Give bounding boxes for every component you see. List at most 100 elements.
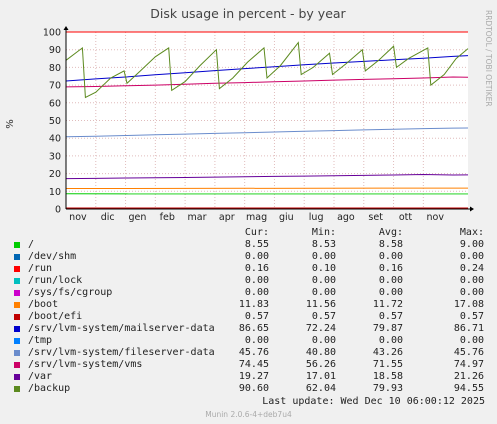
x-axis-arrow: [470, 206, 474, 212]
legend-value-max: 0.57: [459, 311, 484, 322]
legend-value-avg: 71.55: [372, 359, 403, 370]
legend-value-min: 8.53: [311, 239, 336, 250]
legend-swatch: [14, 314, 20, 320]
y-tick-label: 10: [49, 187, 61, 198]
legend-value-avg: 8.58: [378, 239, 403, 250]
legend-row: /run/lock 0.00 0.00 0.00 0.00: [0, 275, 497, 287]
legend-swatch: [14, 242, 20, 248]
legend-value-cur: 0.00: [244, 251, 269, 262]
legend-value-cur: 0.00: [244, 335, 269, 346]
legend-value-min: 17.01: [305, 371, 336, 382]
legend-series-name: /sys/fs/cgroup: [28, 287, 113, 298]
x-tick-label: dic: [101, 212, 115, 223]
legend-series-name: /run/lock: [28, 275, 83, 286]
y-tick-label: 50: [49, 116, 61, 127]
legend-value-avg: 0.16: [378, 263, 403, 274]
series-line: [65, 76, 469, 88]
x-tick-label: feb: [160, 212, 175, 223]
legend-value-max: 0.00: [459, 251, 484, 262]
legend-header-cur: Cur:: [244, 227, 269, 238]
legend-series-name: /srv/lvm-system/fileserver-data: [28, 347, 215, 358]
legend-value-cur: 74.45: [238, 359, 269, 370]
legend-series-name: /srv/lvm-system/vms: [28, 359, 143, 370]
y-tick-label: 20: [49, 169, 61, 180]
legend-swatch: [14, 362, 20, 368]
y-tick-label: 30: [49, 151, 61, 162]
legend-value-avg: 79.87: [372, 323, 403, 334]
legend-header-avg: Avg:: [378, 227, 403, 238]
legend-value-max: 0.00: [459, 287, 484, 298]
legend-value-cur: 45.76: [238, 347, 269, 358]
legend-value-max: 21.26: [453, 371, 484, 382]
legend-series-name: /tmp: [28, 335, 53, 346]
axis-ticks: 0 10 20 30 40 50 60 70 80 90 100 nov dic gen feb mar apr…: [43, 28, 444, 224]
legend-value-avg: 43.26: [372, 347, 403, 358]
x-tick-label: ott: [399, 212, 413, 223]
legend-value-avg: 79.93: [372, 383, 403, 394]
legend-value-cur: 8.55: [244, 239, 269, 250]
legend-row: /srv/lvm-system/vms 74.45 56.26 71.55 74.97: [0, 359, 497, 371]
legend-value-avg: 0.00: [378, 287, 403, 298]
x-tick-label: mar: [188, 212, 207, 223]
legend-value-max: 86.71: [453, 323, 484, 334]
legend-value-min: 11.56: [305, 299, 336, 310]
x-tick-label: set: [368, 212, 383, 223]
legend-row: /tmp 0.00 0.00 0.00 0.00: [0, 335, 497, 347]
series-line: [65, 55, 469, 82]
y-tick-label: 0: [55, 205, 61, 216]
x-tick-label: nov: [427, 212, 445, 223]
legend-value-min: 0.00: [311, 335, 336, 346]
legend-value-min: 0.57: [311, 311, 336, 322]
legend-value-avg: 0.57: [378, 311, 403, 322]
legend-row: /boot/efi 0.57 0.57 0.57 0.57: [0, 311, 497, 323]
legend-series-name: /boot: [28, 299, 59, 310]
x-tick-label: ago: [337, 212, 355, 223]
legend-swatch: [14, 326, 20, 332]
x-tick-label: nov: [69, 212, 87, 223]
legend-value-avg: 11.72: [372, 299, 403, 310]
legend-value-max: 0.00: [459, 275, 484, 286]
legend-header-row: Cur: Min: Avg: Max:: [0, 227, 497, 239]
y-axis-arrow: [63, 26, 69, 30]
x-tick-label: gen: [129, 212, 147, 223]
legend-row: /boot 11.83 11.56 11.72 17.08: [0, 299, 497, 311]
legend-value-avg: 0.00: [378, 251, 403, 262]
legend-value-avg: 18.58: [372, 371, 403, 382]
y-tick-label: 60: [49, 98, 61, 109]
x-tick-label: giu: [279, 212, 294, 223]
legend-value-cur: 0.00: [244, 275, 269, 286]
legend-value-min: 0.00: [311, 275, 336, 286]
chart-title: Disk usage in percent - by year: [150, 6, 346, 21]
chart-area: Disk usage in percent - by year % RRDTOO…: [5, 6, 493, 224]
y-tick-label: 100: [43, 28, 61, 39]
series-line: [65, 127, 469, 138]
legend-value-cur: 0.57: [244, 311, 269, 322]
legend-series-name: /: [28, 239, 35, 250]
legend-series-name: /var: [28, 371, 53, 382]
y-tick-label: 40: [49, 134, 61, 145]
last-update: Last update: Wed Dec 10 06:00:12 2025: [262, 396, 485, 407]
legend-header-min: Min:: [311, 227, 336, 238]
legend-value-min: 0.00: [311, 251, 336, 262]
y-tick-label: 70: [49, 81, 61, 92]
legend-row: /var 19.27 17.01 18.58 21.26: [0, 371, 497, 383]
legend-value-min: 0.00: [311, 287, 336, 298]
legend-value-min: 40.80: [305, 347, 336, 358]
legend-value-cur: 90.60: [238, 383, 269, 394]
legend-value-max: 17.08: [453, 299, 484, 310]
legend-swatch: [14, 266, 20, 272]
munin-version: Munin 2.0.6-4+deb7u4: [205, 410, 292, 419]
legend-value-cur: 0.16: [244, 263, 269, 274]
legend-value-min: 72.24: [305, 323, 336, 334]
legend-row: /dev/shm 0.00 0.00 0.00 0.00: [0, 251, 497, 263]
legend-swatch: [14, 302, 20, 308]
legend-swatch: [14, 374, 20, 380]
legend-value-cur: 0.00: [244, 287, 269, 298]
legend-swatch: [14, 290, 20, 296]
legend-row: /srv/lvm-system/mailserver-data 86.65 72.2…: [0, 323, 497, 335]
legend-row: /run 0.16 0.10 0.16 0.24: [0, 263, 497, 275]
legend-series-name: /backup: [28, 383, 71, 394]
series-line: [65, 173, 469, 180]
x-tick-label: lug: [309, 212, 324, 223]
legend-swatch: [14, 278, 20, 284]
